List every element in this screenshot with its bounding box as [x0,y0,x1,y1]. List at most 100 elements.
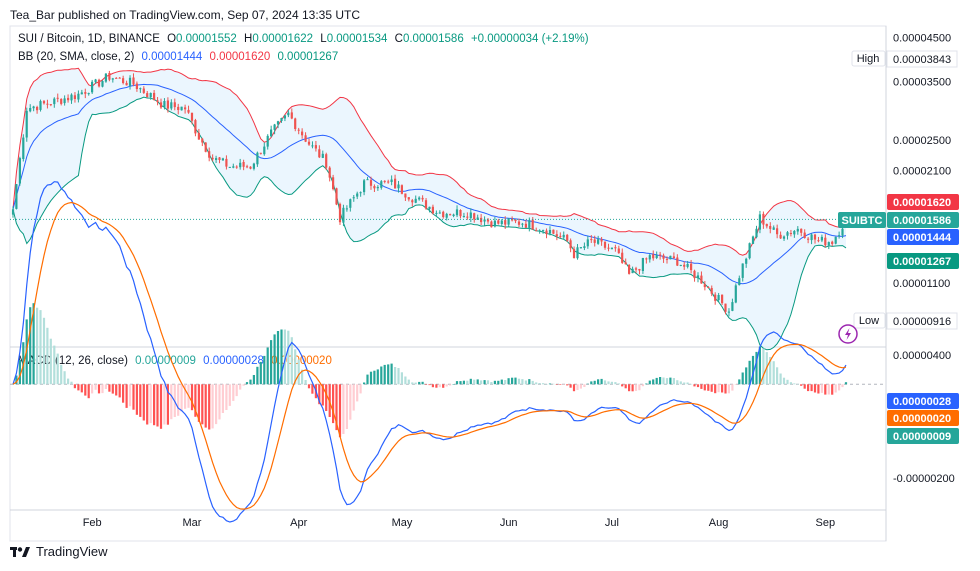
candle-body [621,252,624,263]
candle-body [94,79,97,83]
candle-body [25,110,28,138]
candle [772,225,775,230]
candle [46,99,49,109]
macd-histogram-bar [249,379,252,385]
macd-histogram-bar [197,384,200,422]
candle-body [29,108,32,112]
macd-histogram-bar [603,380,607,385]
price-change: +0.00000034 (+2.19%) [470,33,589,45]
macd-histogram-bar [504,380,507,385]
candle-body [504,220,507,225]
bb-legend[interactable]: BB (20, SMA, close, 2) 0.00001444 0.0000… [18,51,342,63]
candle [731,298,734,312]
macd-hist-badge: 0.00000009 [887,428,959,444]
macd-histogram-bar [542,383,545,385]
candle [686,260,689,269]
candle [411,198,414,207]
macd-histogram-bar [455,381,459,385]
candle-body [552,229,555,234]
macd-legend[interactable]: MACD (12, 26, close) 0.00000009 0.000000… [18,355,336,367]
candle-body [139,88,142,90]
candle-body [690,263,693,271]
macd-histogram-bar [559,384,562,385]
candle-body [297,129,300,131]
candle [366,176,369,181]
footer-brand[interactable]: TradingView [36,544,108,559]
macd-histogram-bar [400,372,403,385]
candle-body [710,288,713,294]
candle [628,264,631,275]
svg-text:0.00000020: 0.00000020 [893,413,951,425]
candle-body [77,93,80,100]
candle-body [624,262,627,265]
candle-body [256,152,259,165]
candle-body [156,100,159,103]
symbol-name[interactable]: SUI / Bitcoin, 1D, BINANCE [18,33,160,45]
macd-histogram-bar [104,384,107,389]
macd-histogram-bar [70,381,73,385]
macd-histogram-bar [73,384,76,389]
candle [741,263,744,282]
candle-body [559,235,562,237]
candle [714,292,717,305]
candle [338,202,342,225]
candle-body [800,228,803,233]
candle [221,157,224,161]
candle-body [717,295,720,300]
candle [500,219,503,227]
candle-body [363,180,366,193]
candle-body [366,179,369,181]
candle-body [166,100,169,109]
macd-histogram-bar [442,384,445,388]
candle-body [421,197,424,200]
macd-histogram-bar [690,383,693,385]
macd-histogram-bar [235,384,238,397]
candle-body [259,152,262,154]
candle-body [414,198,417,203]
candle-body [703,284,706,288]
candle [600,236,603,246]
macd-histogram-bar [259,361,262,385]
candle-body [321,153,324,158]
macd-histogram-bar [304,380,307,385]
macd-histogram-bar [101,384,104,394]
macd-histogram-bar [803,384,806,389]
candle [235,165,238,169]
candle [579,247,582,249]
candle-body [631,268,634,274]
macd-histogram-bar [548,383,552,385]
candle [445,212,448,221]
price-axis-label: 0.00002100 [893,165,951,177]
macd-histogram-bar [431,384,434,388]
candle [800,228,803,237]
time-axis-label: Jun [500,517,518,529]
candle [559,232,562,239]
candle [297,127,300,135]
macd-histogram-bar [307,384,311,389]
candle [669,255,672,260]
candle-body [648,255,651,260]
macd-histogram-bar [789,382,792,385]
candle-body [369,180,373,186]
candle [139,87,142,93]
time-axis-label: May [392,517,413,529]
macd-histogram-bar [418,381,421,385]
candle-body [22,137,25,159]
macd-histogram-bar [679,381,682,385]
macd-histogram-bar [721,384,724,393]
candle [325,152,328,171]
candle [318,145,321,159]
macd-histogram-bar [793,383,796,385]
macd-histogram-bar [610,381,613,385]
symbol-badge[interactable]: SUIBTC [838,212,886,228]
macd-histogram-bar [311,384,314,394]
lightning-icon[interactable] [838,324,858,344]
macd-histogram-bar [572,384,576,392]
macd-histogram-bar [349,384,352,420]
candle [314,140,317,152]
candle [108,70,111,82]
macd-histogram-bar [266,347,269,385]
candle-body [452,214,455,216]
candle [273,123,276,135]
